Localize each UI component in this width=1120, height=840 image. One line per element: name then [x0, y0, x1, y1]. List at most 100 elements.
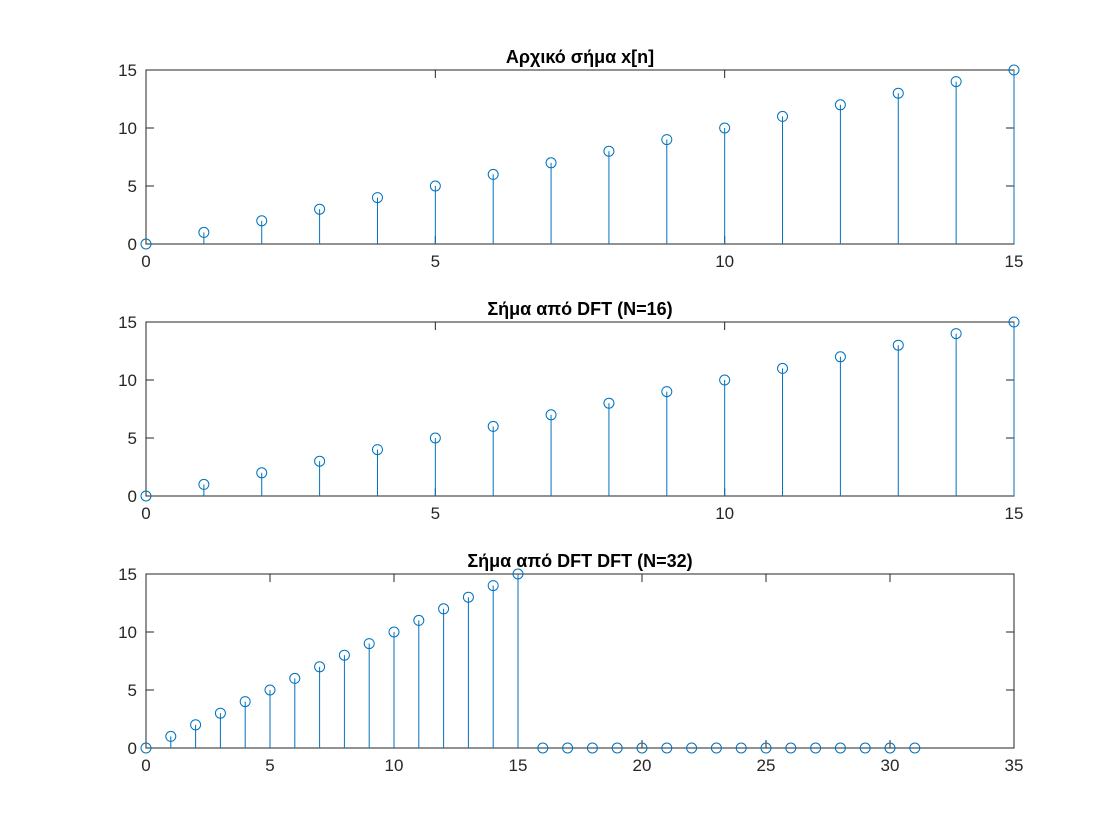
x-tick-label: 15 [1005, 252, 1024, 271]
stem-marker [512, 568, 524, 580]
subplot-title: Σήμα από DFT DFT (N=32) [467, 551, 692, 571]
stem-marker [909, 742, 921, 754]
stem-marker [785, 742, 797, 754]
stem-marker [256, 215, 268, 227]
stem-marker [165, 730, 177, 742]
stem-marker [371, 192, 383, 204]
stem-marker [710, 742, 722, 754]
y-tick-label: 15 [118, 61, 137, 80]
axes-box [145, 573, 1015, 749]
stem-marker [603, 145, 615, 157]
stem-marker [760, 742, 772, 754]
stem-marker [314, 203, 326, 215]
stem-marker [140, 742, 152, 754]
y-tick-label: 5 [128, 681, 137, 700]
x-tick-label: 10 [715, 252, 734, 271]
stem-marker [719, 374, 731, 386]
x-tick-label: 35 [1005, 756, 1024, 775]
stem-marker [487, 580, 499, 592]
stem-marker [661, 386, 673, 398]
y-tick-label: 0 [128, 739, 137, 758]
x-tick-label: 5 [265, 756, 274, 775]
stem-marker [413, 614, 425, 626]
y-tick-label: 0 [128, 487, 137, 506]
stem-marker [371, 444, 383, 456]
stem-marker [661, 134, 673, 146]
y-tick-label: 0 [128, 235, 137, 254]
stem-marker [545, 409, 557, 421]
stem-marker [363, 638, 375, 650]
x-tick-label: 10 [715, 504, 734, 523]
stem-marker [686, 742, 698, 754]
stem-marker [429, 432, 441, 444]
subplot-title: Αρχικό σήμα x[n] [506, 47, 654, 67]
stem-marker [314, 455, 326, 467]
stem-marker [537, 742, 549, 754]
x-tick-label: 25 [757, 756, 776, 775]
stem-marker [810, 742, 822, 754]
x-tick-label: 20 [633, 756, 652, 775]
stem-marker [892, 339, 904, 351]
stem-marker [487, 420, 499, 432]
y-tick-label: 15 [118, 565, 137, 584]
subplot-title: Σήμα από DFT (N=16) [487, 299, 672, 319]
stem-marker [214, 707, 226, 719]
y-tick-label: 10 [118, 119, 137, 138]
stem-marker [562, 742, 574, 754]
stem-marker [429, 180, 441, 192]
subplot-1: Αρχικό σήμα x[n] 0 5 10 15 0 5 10 15 [118, 47, 1023, 271]
x-tick-label: 30 [881, 756, 900, 775]
stem-marker [834, 351, 846, 363]
stem-marker [603, 397, 615, 409]
stem-marker [636, 742, 648, 754]
stem-marker [586, 742, 598, 754]
stem-marker [735, 742, 747, 754]
x-tick-label: 5 [431, 504, 440, 523]
stem-marker [190, 719, 202, 731]
stem-marker [859, 742, 871, 754]
stem-marker [777, 362, 789, 374]
stem-marker [884, 742, 896, 754]
stem-marker [462, 591, 474, 603]
stem-marker [289, 672, 301, 684]
stem-marker [314, 661, 326, 673]
stem-marker [950, 76, 962, 88]
x-tick-label: 0 [141, 504, 150, 523]
axes-box [145, 69, 1015, 245]
stem-marker [140, 490, 152, 502]
stem-marker [264, 684, 276, 696]
stem-marker [777, 110, 789, 122]
stem-marker [719, 122, 731, 134]
stem-marker [140, 238, 152, 250]
stem-marker [198, 226, 210, 238]
stem-marker [950, 328, 962, 340]
subplot-3: Σήμα από DFT DFT (N=32) 0 5 10 15 20 25 30 35 0 5… [118, 551, 1023, 775]
x-tick-label: 10 [385, 756, 404, 775]
stem-marker [1008, 316, 1020, 328]
stem-marker [834, 742, 846, 754]
x-tick-label: 0 [141, 252, 150, 271]
stem-marker [1008, 64, 1020, 76]
x-tick-label: 15 [1005, 504, 1024, 523]
axes-box [145, 321, 1015, 497]
y-tick-label: 10 [118, 623, 137, 642]
stem-marker [338, 649, 350, 661]
x-tick-label: 15 [509, 756, 528, 775]
x-tick-label: 5 [431, 252, 440, 271]
stem-marker [239, 696, 251, 708]
stem-marker [388, 626, 400, 638]
stem-marker [438, 603, 450, 615]
stem-marker [545, 157, 557, 169]
stem-marker [198, 478, 210, 490]
stem-marker [256, 467, 268, 479]
y-tick-label: 15 [118, 313, 137, 332]
x-tick-label: 0 [141, 756, 150, 775]
stem-marker [834, 99, 846, 111]
stem-marker [661, 742, 673, 754]
stem-marker [611, 742, 623, 754]
subplot-2: Σήμα από DFT (N=16) 0 5 10 15 0 5 10 15 [118, 299, 1023, 523]
stem-marker [487, 168, 499, 180]
stem-marker [892, 87, 904, 99]
y-tick-label: 5 [128, 177, 137, 196]
